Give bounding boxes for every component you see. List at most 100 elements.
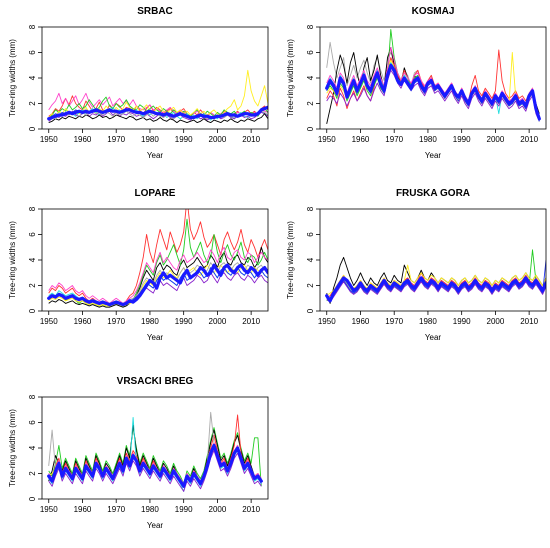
y-axis-title: Tree-ring widths (mm) xyxy=(286,39,295,117)
x-tick-label: 1980 xyxy=(141,317,159,326)
x-tick-label: 1960 xyxy=(352,317,370,326)
mean-series-line xyxy=(325,63,541,121)
x-tick-label: 2010 xyxy=(242,135,260,144)
y-tick-label: 8 xyxy=(306,206,315,211)
tree-series-line xyxy=(326,69,540,122)
series-group xyxy=(325,29,541,124)
y-tick-label: 2 xyxy=(28,471,37,476)
chart-title: LOPARE xyxy=(135,188,176,199)
y-tick-label: 4 xyxy=(306,257,315,262)
x-tick-label: 1950 xyxy=(318,135,336,144)
y-tick-label: 2 xyxy=(28,283,37,288)
x-tick-label: 1960 xyxy=(74,135,92,144)
y-tick-label: 4 xyxy=(28,445,37,450)
y-tick-label: 4 xyxy=(28,75,37,80)
x-tick-label: 2010 xyxy=(242,317,260,326)
chart-title: VRSACKI BREG xyxy=(117,376,194,387)
mean-series-line xyxy=(47,443,263,488)
chart-panel-0: SRBAC 1950 1960 1970 1980 1990 2000 2010 0 2 4 6 8 Ye… xyxy=(8,6,269,160)
y-axis-title: Tree-ring widths (mm) xyxy=(8,221,17,299)
tree-series-line xyxy=(48,209,268,306)
y-tick-label: 6 xyxy=(306,232,315,237)
mean-series-line xyxy=(47,263,268,307)
tree-series-line xyxy=(326,67,540,122)
tree-series-line xyxy=(48,96,268,120)
y-axis-title: Tree-ring widths (mm) xyxy=(8,39,17,117)
y-tick-label: 0 xyxy=(306,126,315,131)
x-tick-label: 1970 xyxy=(385,135,403,144)
x-tick-label: 2000 xyxy=(209,135,227,144)
x-tick-label: 1990 xyxy=(175,317,193,326)
y-axis-title: Tree-ring widths (mm) xyxy=(8,409,17,487)
x-tick-label: 1960 xyxy=(74,505,92,514)
tree-series-line xyxy=(326,29,540,122)
x-tick-label: 1990 xyxy=(453,317,471,326)
x-tick-label: 2000 xyxy=(487,317,505,326)
tree-series-line xyxy=(326,281,546,303)
y-tick-label: 6 xyxy=(28,50,37,55)
x-tick-label: 1950 xyxy=(40,135,58,144)
tree-series-line xyxy=(48,246,268,308)
x-tick-label: 1980 xyxy=(141,135,159,144)
chart-title: FRUSKA GORA xyxy=(396,188,470,199)
x-axis-title: Year xyxy=(425,333,442,342)
plot-frame xyxy=(41,396,269,500)
x-tick-label: 1990 xyxy=(453,135,471,144)
x-tick-label: 2010 xyxy=(520,317,538,326)
y-tick-label: 0 xyxy=(28,126,37,131)
series-group xyxy=(47,411,263,492)
y-tick-label: 4 xyxy=(306,75,315,80)
plot-frame xyxy=(319,208,547,312)
y-tick-label: 8 xyxy=(28,394,37,399)
chart-panel-4: VRSACKI BREG 1950 1960 1970 1980 1990 2000 2010… xyxy=(8,376,269,530)
x-tick-label: 2010 xyxy=(242,505,260,514)
chart-title: SRBAC xyxy=(137,6,173,17)
x-tick-label: 1970 xyxy=(385,317,403,326)
y-tick-label: 6 xyxy=(28,420,37,425)
y-tick-label: 6 xyxy=(306,50,315,55)
tree-series-line xyxy=(48,427,262,487)
x-tick-label: 1980 xyxy=(419,317,437,326)
series-group xyxy=(47,69,268,124)
y-tick-label: 2 xyxy=(306,101,315,106)
x-tick-label: 1990 xyxy=(175,505,193,514)
series-group xyxy=(47,209,268,308)
x-tick-label: 1980 xyxy=(419,135,437,144)
x-tick-label: 1950 xyxy=(318,317,336,326)
tree-series-line xyxy=(48,69,268,118)
x-tick-label: 2000 xyxy=(209,505,227,514)
chart-panel-3: FRUSKA GORA 1950 1960 1970 1980 1990 2000 2010 0… xyxy=(286,188,547,342)
y-tick-label: 6 xyxy=(28,232,37,237)
tree-series-line xyxy=(48,113,268,124)
x-tick-label: 1990 xyxy=(175,135,193,144)
x-tick-label: 1960 xyxy=(352,135,370,144)
mean-series-line xyxy=(47,105,268,121)
x-tick-label: 1960 xyxy=(74,317,92,326)
x-tick-label: 2010 xyxy=(520,135,538,144)
y-tick-label: 0 xyxy=(28,308,37,313)
x-tick-label: 1970 xyxy=(107,135,125,144)
x-axis-title: Year xyxy=(425,151,442,160)
y-tick-label: 0 xyxy=(306,308,315,313)
y-tick-label: 4 xyxy=(28,257,37,262)
tree-series-line xyxy=(48,246,268,304)
y-axis-title: Tree-ring widths (mm) xyxy=(286,221,295,299)
x-axis-title: Year xyxy=(147,333,164,342)
x-tick-label: 2000 xyxy=(487,135,505,144)
x-axis-title: Year xyxy=(147,521,164,530)
x-tick-label: 1970 xyxy=(107,317,125,326)
y-tick-label: 8 xyxy=(28,206,37,211)
series-group xyxy=(325,249,546,304)
x-tick-label: 1970 xyxy=(107,505,125,514)
y-tick-label: 8 xyxy=(306,24,315,29)
y-tick-label: 2 xyxy=(306,283,315,288)
chart-panel-1: KOSMAJ 1950 1960 1970 1980 1990 2000 2010 0 2 4 6 8 Y… xyxy=(286,6,547,160)
x-axis-title: Year xyxy=(147,151,164,160)
chart-title: KOSMAJ xyxy=(412,6,455,17)
tree-series-line xyxy=(48,218,268,307)
y-tick-label: 8 xyxy=(28,24,37,29)
x-tick-label: 1950 xyxy=(40,317,58,326)
x-tick-label: 1950 xyxy=(40,505,58,514)
